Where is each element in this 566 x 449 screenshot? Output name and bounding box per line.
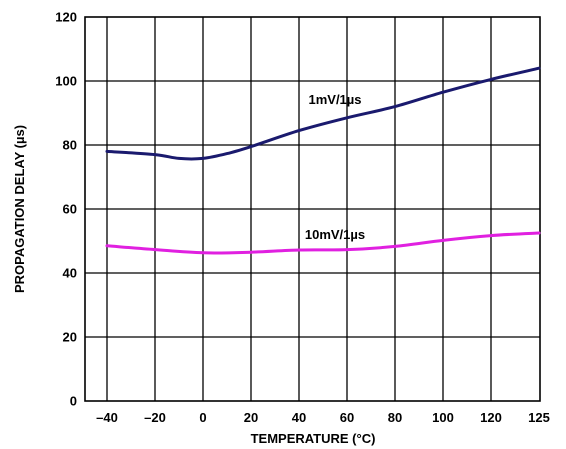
series-line-1 [105, 231, 541, 255]
series-line-0 [105, 66, 541, 161]
x-tick-label: 0 [199, 410, 206, 425]
y-tick-label: 40 [63, 266, 77, 281]
x-tick-label: 100 [432, 410, 454, 425]
series-label-10mv: 10mV/1µs [305, 227, 365, 242]
x-tick-label: 120 [480, 410, 502, 425]
x-tick-label: 60 [340, 410, 354, 425]
y-tick-label: 120 [55, 10, 77, 25]
x-tick-label: 125 [528, 410, 550, 425]
grid [85, 17, 540, 401]
x-tick-label: 20 [244, 410, 258, 425]
x-tick-label: –20 [144, 410, 166, 425]
x-tick-label: 80 [388, 410, 402, 425]
x-axis-title: TEMPERATURE (°C) [251, 431, 376, 446]
y-tick-label: 60 [63, 202, 77, 217]
x-tick-label: 40 [292, 410, 306, 425]
series-label-1mv: 1mV/1µs [308, 92, 361, 107]
plot-frame [84, 16, 541, 402]
series-lines [105, 66, 541, 255]
x-tick-labels: –40 –20 0 20 40 60 80 100 120 125 [96, 410, 550, 425]
y-tick-label: 20 [63, 330, 77, 345]
y-tick-label: 0 [70, 394, 77, 409]
y-axis-title: PROPAGATION DELAY (µs) [12, 125, 27, 293]
y-tick-label: 100 [55, 74, 77, 89]
y-tick-label: 80 [63, 138, 77, 153]
x-tick-label: –40 [96, 410, 118, 425]
y-tick-labels: 0 20 40 60 80 100 120 [55, 10, 77, 409]
